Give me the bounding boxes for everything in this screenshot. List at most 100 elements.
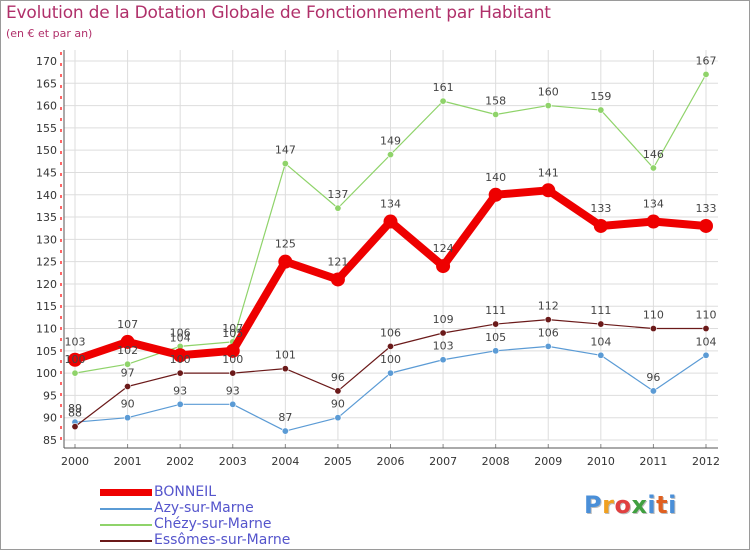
data-label: 100 xyxy=(65,353,86,366)
data-label: 93 xyxy=(226,384,240,397)
data-label: 87 xyxy=(278,411,292,424)
data-point xyxy=(334,204,342,212)
data-point xyxy=(646,214,661,229)
data-label: 100 xyxy=(380,353,401,366)
data-point xyxy=(71,369,79,377)
data-point xyxy=(225,343,240,358)
data-label: 161 xyxy=(433,81,454,94)
data-point xyxy=(702,325,710,333)
logo-letter: r xyxy=(602,491,615,519)
x-tick-label: 2002 xyxy=(166,455,194,468)
data-point xyxy=(439,356,447,364)
x-tick-label: 2001 xyxy=(114,455,142,468)
data-point xyxy=(386,151,394,159)
y-tick-label: 85 xyxy=(43,434,57,447)
data-label: 140 xyxy=(485,171,506,184)
data-label: 167 xyxy=(696,54,717,67)
y-tick-label: 110 xyxy=(36,323,57,336)
y-tick-label: 125 xyxy=(36,256,57,269)
legend-swatch xyxy=(100,540,152,542)
legend-item: Essômes-sur-Marne xyxy=(100,532,360,549)
data-point xyxy=(383,214,398,229)
data-label: 103 xyxy=(433,340,454,353)
data-label: 90 xyxy=(331,398,345,411)
data-point xyxy=(699,218,713,233)
data-point xyxy=(229,400,237,408)
data-label: 133 xyxy=(590,202,611,215)
series-group xyxy=(68,70,713,435)
y-tick-label: 90 xyxy=(43,412,57,425)
data-point xyxy=(278,254,293,269)
data-label: 102 xyxy=(117,344,138,357)
data-label: 103 xyxy=(65,336,86,349)
data-label: 101 xyxy=(275,349,296,362)
data-label: 133 xyxy=(696,202,717,215)
data-point xyxy=(124,382,132,390)
legend-swatch xyxy=(100,524,152,526)
x-tick-label: 2009 xyxy=(534,455,562,468)
data-label: 111 xyxy=(590,304,611,317)
data-label: 93 xyxy=(173,384,187,397)
data-point xyxy=(229,369,237,377)
data-point xyxy=(702,70,710,78)
x-tick-label: 2005 xyxy=(324,455,352,468)
data-label: 104 xyxy=(696,335,717,348)
x-tick-label: 2007 xyxy=(429,455,457,468)
data-point xyxy=(176,369,184,377)
data-label: 110 xyxy=(696,309,717,322)
data-label: 110 xyxy=(643,309,664,322)
data-label: 121 xyxy=(327,255,348,268)
legend-item: Chézy-sur-Marne xyxy=(100,516,360,533)
data-point xyxy=(68,352,82,367)
legend-swatch xyxy=(100,508,152,510)
data-label: 125 xyxy=(275,238,296,251)
x-tick-label: 2012 xyxy=(692,455,720,468)
data-label: 107 xyxy=(222,322,243,335)
data-label: 106 xyxy=(170,326,191,339)
x-tick-label: 2006 xyxy=(377,455,405,468)
data-point xyxy=(386,342,394,350)
data-point xyxy=(334,387,342,395)
data-label: 100 xyxy=(222,353,243,366)
legend-item: BONNEIL xyxy=(100,484,360,501)
y-tick-label: 135 xyxy=(36,211,57,224)
data-label: 97 xyxy=(121,366,135,379)
data-point xyxy=(334,414,342,422)
data-label: 107 xyxy=(117,318,138,331)
data-label: 105 xyxy=(485,331,506,344)
data-point xyxy=(593,218,608,233)
y-tick-label: 145 xyxy=(36,166,57,179)
grid-lines xyxy=(64,50,718,441)
data-label: 159 xyxy=(590,90,611,103)
data-label: 90 xyxy=(121,398,135,411)
y-tick-label: 170 xyxy=(36,55,57,68)
data-label: 158 xyxy=(485,95,506,108)
chart-subtitle: (en € et par an) xyxy=(6,27,93,40)
data-label: 160 xyxy=(538,86,559,99)
data-point xyxy=(439,97,447,105)
proxiti-logo: Proxiti xyxy=(584,491,677,519)
data-label: 134 xyxy=(380,198,401,211)
data-point xyxy=(649,164,657,172)
data-point xyxy=(330,272,345,287)
legend-label: BONNEIL xyxy=(154,484,217,500)
data-label: 104 xyxy=(170,331,191,344)
legend-label: Chézy-sur-Marne xyxy=(154,516,272,532)
data-label: 111 xyxy=(485,304,506,317)
y-tick-label: 160 xyxy=(36,100,57,113)
data-point xyxy=(492,320,500,328)
data-point xyxy=(649,325,657,333)
data-point xyxy=(436,259,451,274)
y-tick-label: 105 xyxy=(36,345,57,358)
y-tick-label: 140 xyxy=(36,189,57,202)
y-tick-label: 165 xyxy=(36,77,57,90)
x-tick-label: 2008 xyxy=(482,455,510,468)
legend-swatch xyxy=(100,489,152,496)
x-tick-label: 2004 xyxy=(271,455,299,468)
data-point xyxy=(386,369,394,377)
data-point xyxy=(176,400,184,408)
x-tick-label: 2010 xyxy=(587,455,615,468)
data-label: 89 xyxy=(68,402,82,415)
data-point xyxy=(544,316,552,324)
